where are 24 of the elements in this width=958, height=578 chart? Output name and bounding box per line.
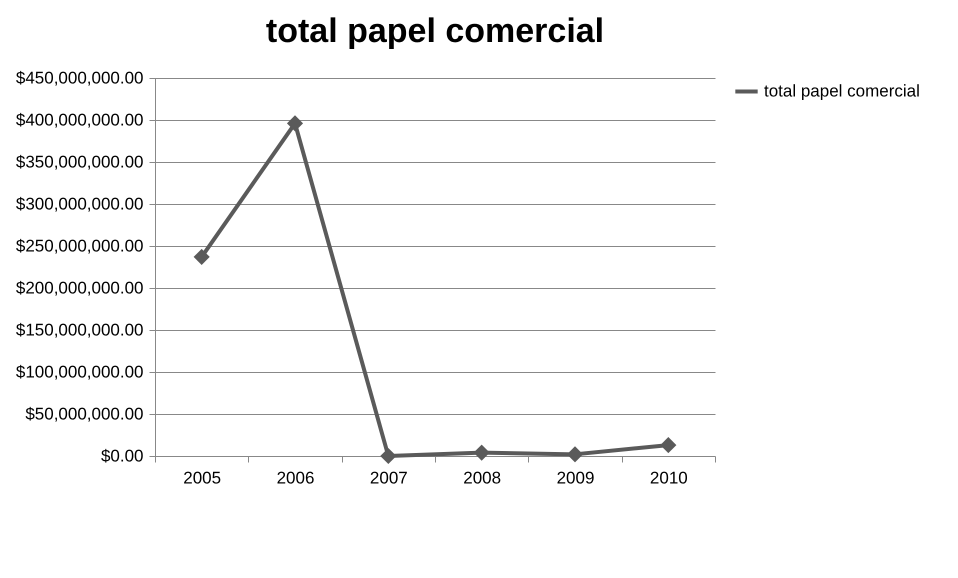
x-tick-label: 2007 bbox=[370, 468, 408, 488]
x-tick-label: 2006 bbox=[276, 468, 314, 488]
point bbox=[474, 444, 490, 461]
point bbox=[566, 446, 584, 462]
point bbox=[286, 115, 304, 132]
y-tick-label: $400,000,000.00 bbox=[16, 110, 144, 130]
y-tick-label: $0.00 bbox=[100, 446, 144, 466]
point bbox=[380, 448, 396, 464]
y-tick-label: $150,000,000.00 bbox=[16, 320, 144, 340]
point bbox=[660, 437, 676, 454]
chart-title: total papel comercial bbox=[266, 12, 604, 50]
x-tick-label: 2010 bbox=[650, 468, 688, 488]
y-tick-label: $200,000,000.00 bbox=[16, 278, 144, 298]
legend-label: total papel comercial bbox=[764, 82, 920, 100]
x-tick-label: 2005 bbox=[183, 468, 222, 488]
y-tick-label: $100,000,000.00 bbox=[16, 362, 144, 382]
y-tick-label: $350,000,000.00 bbox=[16, 152, 144, 172]
y-tick-label: $300,000,000.00 bbox=[16, 194, 144, 214]
point bbox=[194, 248, 210, 265]
y-tick-label: $50,000,000.00 bbox=[25, 404, 144, 424]
y-tick-label: $250,000,000.00 bbox=[16, 236, 144, 256]
y-tick-label: $450,000,000.00 bbox=[16, 68, 144, 88]
x-tick-label: 2009 bbox=[556, 468, 594, 488]
x-tick-label: 2008 bbox=[463, 468, 502, 488]
